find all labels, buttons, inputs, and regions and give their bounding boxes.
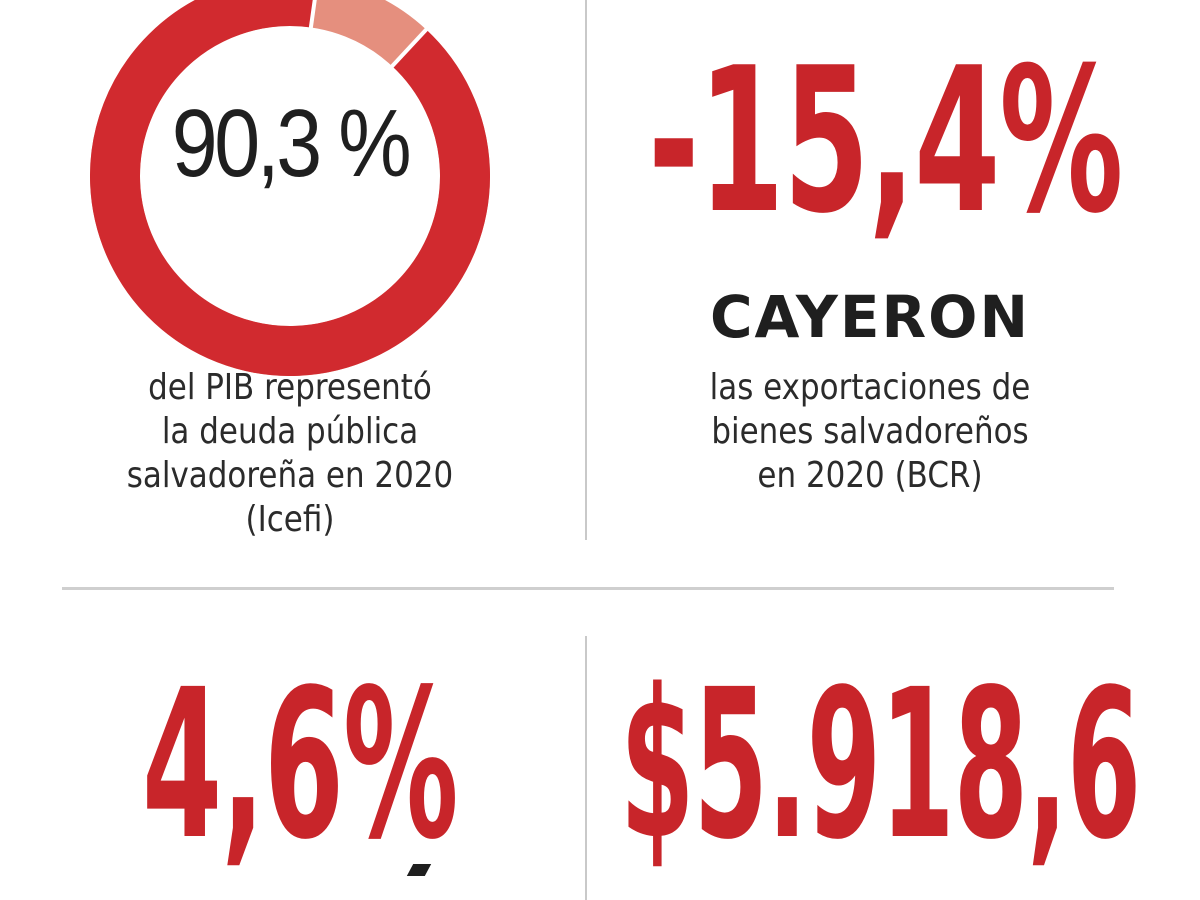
exports-caption-line: bienes salvadoreños: [711, 411, 1029, 452]
debt-caption-line: del PIB representó: [148, 367, 432, 408]
exports-caption-line: las exportaciones de: [709, 367, 1031, 408]
debt-caption-line: salvadoreña en 2020: [126, 455, 454, 496]
exports-caption-line: en 2020 (BCR): [757, 455, 983, 496]
vertical-divider-bottom: [585, 636, 587, 900]
debt-caption-line: la deuda pública: [161, 411, 419, 452]
exports-caption: las exportaciones de bienes salvadoreños…: [646, 366, 1093, 498]
exports-value: -15,4%: [648, 25, 1123, 258]
bottom-left-value: 4,6%: [142, 645, 459, 885]
debt-caption: del PIB representó la deuda pública salv…: [92, 366, 488, 542]
debt-caption-line: (Icefi): [245, 499, 335, 540]
bottom-right-value: $5.918,6: [620, 645, 1141, 885]
debt-donut-chart: [90, 0, 490, 376]
horizontal-divider: [62, 587, 1114, 590]
donut-gap-line: [388, 25, 430, 70]
exports-headline: CAYERON: [709, 283, 1031, 351]
vertical-divider-top: [585, 0, 587, 540]
donut-gap-line: [308, 0, 317, 31]
debt-value: 90,3 %: [171, 90, 412, 197]
